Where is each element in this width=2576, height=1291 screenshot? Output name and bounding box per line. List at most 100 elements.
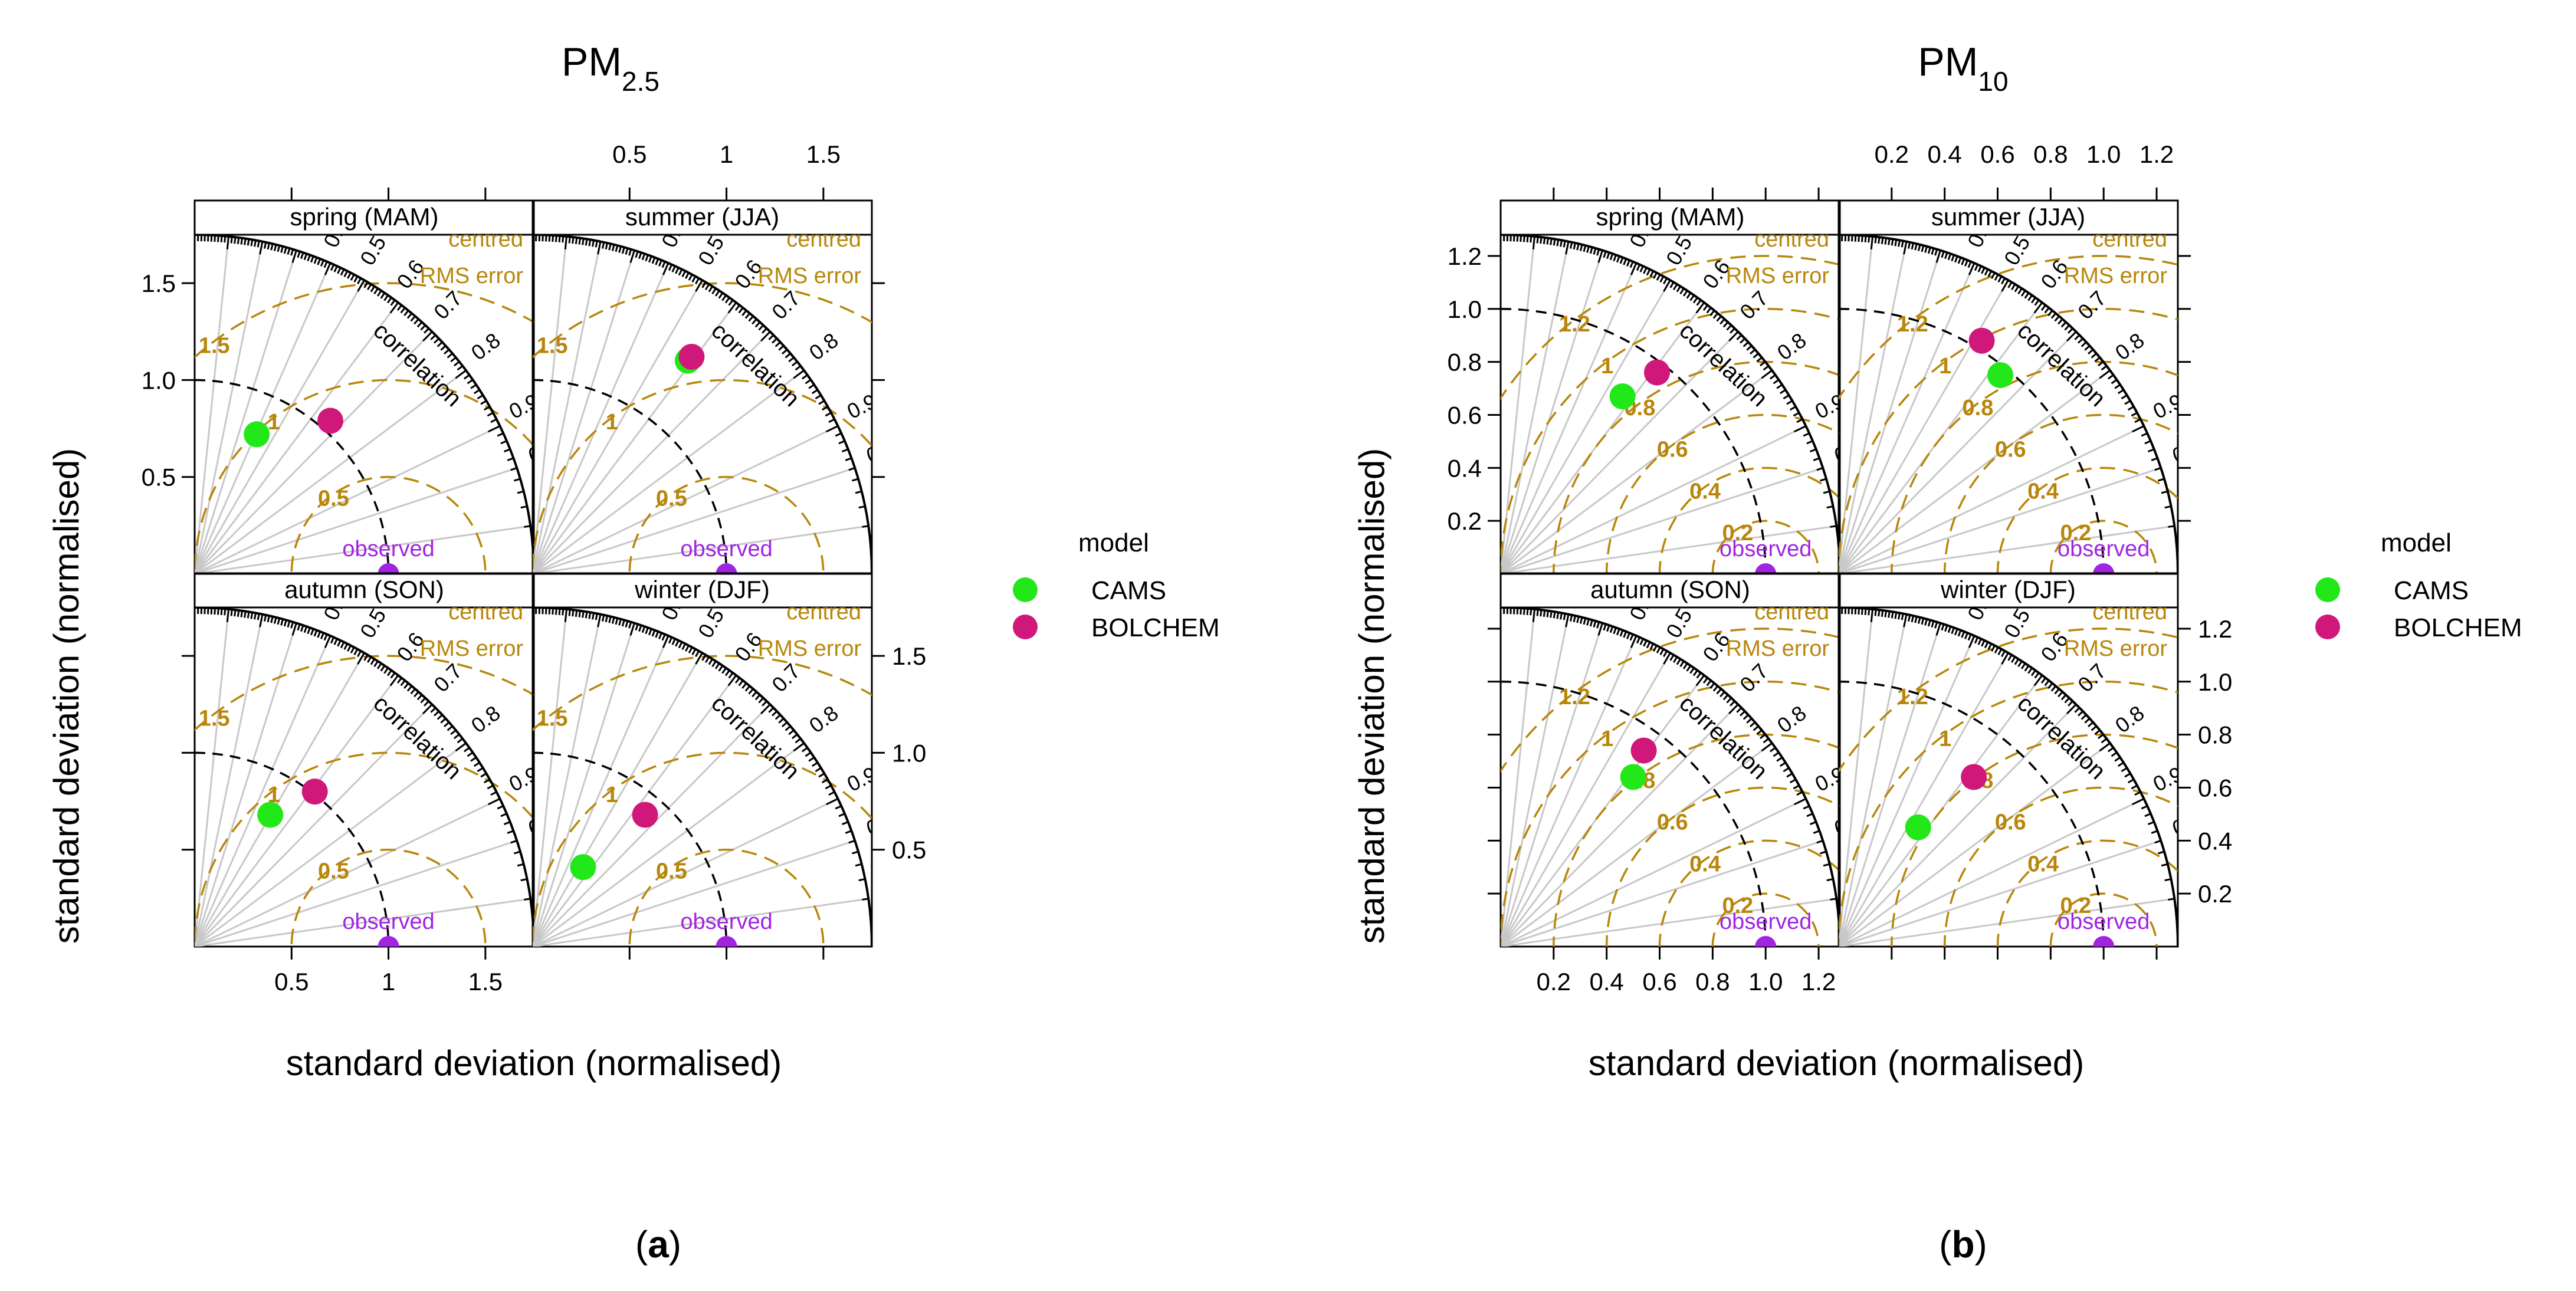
y-tick-label: 0.4 [1448, 454, 1482, 482]
correlation-tick [621, 247, 625, 254]
correlation-tick [2040, 677, 2046, 684]
rms-contour [1501, 255, 1840, 400]
correlation-tick [1532, 236, 1535, 249]
rms-contour-label: 0.6 [1995, 438, 2026, 462]
outer-sd-arc [1501, 607, 1840, 947]
reference-sd-arc [195, 751, 390, 947]
correlation-tick [1779, 761, 1786, 767]
correlation-tick [1911, 242, 1914, 250]
y-tick-label-right: 0.4 [2198, 827, 2232, 855]
correlation-tick [396, 677, 402, 684]
correlation-ray [1839, 369, 2111, 574]
outer-sd-arc [1839, 607, 2178, 947]
correlation-tick [1526, 608, 1529, 615]
correlation-tick [1753, 725, 1759, 731]
correlation-tick [768, 334, 775, 340]
correlation-tick [788, 356, 795, 363]
correlation-tick [768, 707, 775, 713]
correlation-tick [520, 505, 527, 509]
correlation-tick [1702, 304, 1708, 311]
correlation-tick [1740, 337, 1746, 344]
correlation-tick [337, 640, 342, 647]
correlation-tick [1756, 729, 1763, 735]
correlation-tick [2001, 278, 2006, 285]
correlation-tick [477, 394, 484, 400]
correlation-tick [805, 751, 812, 757]
correlation-tick [2094, 729, 2101, 735]
correlation-tick [1656, 646, 1661, 653]
correlation-tick [772, 337, 778, 344]
correlation-tick [1981, 640, 1986, 647]
observed-label: observed [2057, 537, 2150, 561]
correlation-tick [487, 784, 494, 790]
panel-strip-label: winter (DJF) [1940, 576, 2076, 603]
correlation-tick [480, 400, 487, 405]
correlation-tick [1750, 721, 1756, 728]
correlation-ray [1839, 467, 2161, 574]
correlation-tick [1560, 240, 1563, 247]
correlation-tick [1593, 248, 1597, 255]
correlation-ray [1839, 623, 1941, 947]
y-tick-label-right: 1.2 [2198, 615, 2232, 643]
correlation-tick [754, 694, 761, 701]
data-point-cams [570, 854, 596, 881]
correlation-tick [1536, 609, 1539, 616]
correlation-tick [1712, 685, 1719, 692]
correlation-tick [618, 246, 622, 253]
correlation-tick [2127, 406, 2134, 411]
correlation-ray [195, 369, 467, 574]
correlation-tick [1759, 734, 1766, 740]
y-tick-label: 1.0 [1448, 295, 1482, 323]
correlation-tick [1935, 250, 1941, 263]
correlation-tick [323, 261, 328, 268]
correlation-tick [778, 345, 785, 351]
data-point-bolchem [1630, 737, 1657, 764]
correlation-tick [1793, 412, 1800, 417]
correlation-tick [1854, 607, 1857, 615]
correlation-tick [588, 239, 592, 247]
correlation-tick [380, 292, 386, 299]
correlation-tick [718, 665, 724, 672]
correlation-tick [2001, 651, 2006, 658]
correlation-tick [793, 742, 805, 752]
correlation-tick [2141, 432, 2148, 437]
correlation-ray [533, 331, 771, 574]
correlation-tick [1692, 297, 1698, 304]
correlation-tick [259, 614, 264, 628]
correlation-tick [1672, 284, 1678, 291]
correlation-tick [1864, 235, 1867, 242]
correlation-tick [1773, 751, 1780, 757]
correlation-tick [357, 278, 362, 285]
correlation-tick [801, 747, 808, 753]
correlation-tick [1951, 627, 1955, 635]
correlation-tick [1653, 272, 1658, 279]
correlation-tick [1813, 830, 1820, 834]
correlation-tick [437, 341, 443, 347]
correlation-tick [2024, 292, 2030, 299]
y-tick-label: 0.6 [1448, 401, 1482, 429]
correlation-tick [340, 641, 345, 649]
correlation-tick [1626, 259, 1630, 267]
correlation-tick [323, 633, 328, 641]
correlation-tick [1616, 628, 1620, 636]
correlation-tick [1526, 235, 1529, 242]
correlation-tick [1589, 247, 1593, 254]
correlation-tick [470, 384, 477, 389]
correlation-tick [762, 700, 767, 707]
centred-label: centred [1754, 227, 1829, 252]
correlation-tick [862, 525, 869, 528]
outer-sd-arc [1839, 235, 2178, 574]
panel-frame [193, 572, 535, 948]
correlation-tick [390, 672, 396, 679]
correlation-tick [2114, 757, 2121, 762]
correlation-ray [1501, 467, 1823, 574]
y-tick-label-right: 1.0 [2198, 668, 2232, 696]
correlation-tick [641, 253, 646, 261]
correlation-tick [2050, 685, 2057, 692]
correlation-tick [734, 677, 740, 684]
pm25-legend: model CAMS BOLCHEM [1013, 528, 1220, 642]
correlation-tick [2020, 662, 2026, 669]
correlation-tick [1891, 612, 1894, 619]
correlation-tick [741, 682, 747, 689]
correlation-tick [1692, 669, 1698, 676]
